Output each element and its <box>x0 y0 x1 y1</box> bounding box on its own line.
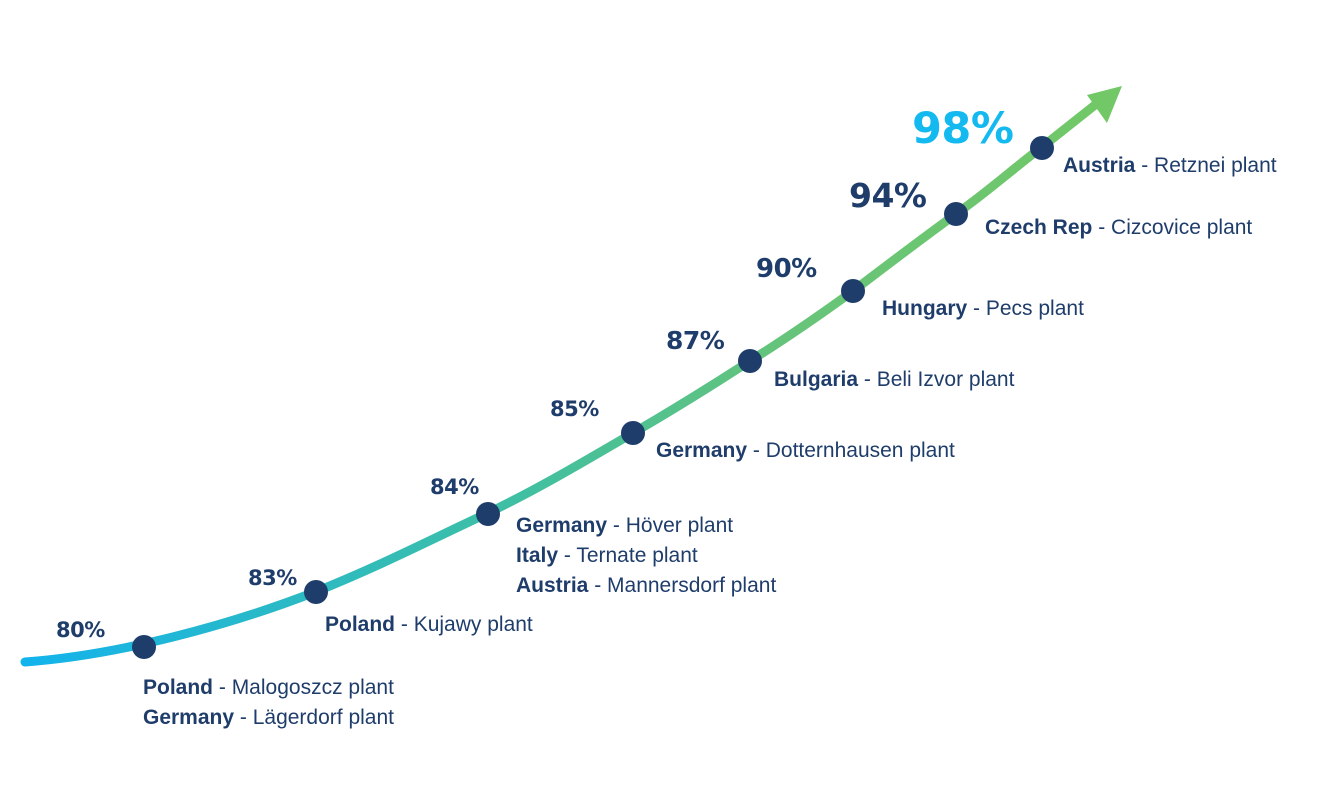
pct-label-84: 84% <box>430 475 479 499</box>
plant-label-group-83: Poland - Kujawy plant <box>325 610 533 640</box>
plant-label: Germany - Dotternhausen plant <box>656 439 955 462</box>
pct-label-85: 85% <box>550 397 599 421</box>
plant-label: Austria - Mannersdorf plant <box>516 574 777 597</box>
plant-label-group-94: Czech Rep - Cizcovice plant <box>985 213 1252 243</box>
milestone-dot <box>944 202 968 226</box>
arrow-head-icon <box>1087 86 1122 123</box>
plant-label-group-85: Germany - Dotternhausen plant <box>656 436 955 466</box>
plant-label-group-98: Austria - Retznei plant <box>1063 151 1277 181</box>
milestone-dot <box>304 580 328 604</box>
pct-label-80: 80% <box>56 618 105 642</box>
plant-label: Bulgaria - Beli Izvor plant <box>774 368 1015 391</box>
plant-label-group-84: Germany - Höver plant Italy - Ternate pl… <box>516 511 776 601</box>
plant-label: Austria - Retznei plant <box>1063 154 1277 177</box>
pct-label-90: 90% <box>756 254 817 284</box>
pct-label-83: 83% <box>248 566 297 590</box>
plant-label: Germany - Lägerdorf plant <box>143 706 394 729</box>
plant-label: Czech Rep - Cizcovice plant <box>985 216 1253 239</box>
milestone-dot <box>476 502 500 526</box>
plant-label-group-90: Hungary - Pecs plant <box>882 294 1084 324</box>
plant-label: Hungary - Pecs plant <box>882 297 1084 320</box>
plant-label-group-80: Poland - Malogoszcz plant Germany - Läge… <box>143 673 394 733</box>
plant-label: Poland - Kujawy plant <box>325 613 533 636</box>
milestone-dot <box>1030 136 1054 160</box>
pct-label-94: 94% <box>849 176 927 215</box>
pct-label-98: 98% <box>912 104 1014 154</box>
milestone-dot <box>738 349 762 373</box>
milestone-dot <box>621 421 645 445</box>
growth-curve <box>20 100 1100 667</box>
plant-label: Italy - Ternate plant <box>516 544 698 567</box>
pct-label-87: 87% <box>666 326 725 355</box>
plant-label-group-87: Bulgaria - Beli Izvor plant <box>774 365 1014 395</box>
plant-label: Germany - Höver plant <box>516 514 734 537</box>
milestone-dots <box>132 136 1054 659</box>
milestone-dot <box>132 635 156 659</box>
milestone-dot <box>841 279 865 303</box>
plant-label: Poland - Malogoszcz plant <box>143 676 394 699</box>
